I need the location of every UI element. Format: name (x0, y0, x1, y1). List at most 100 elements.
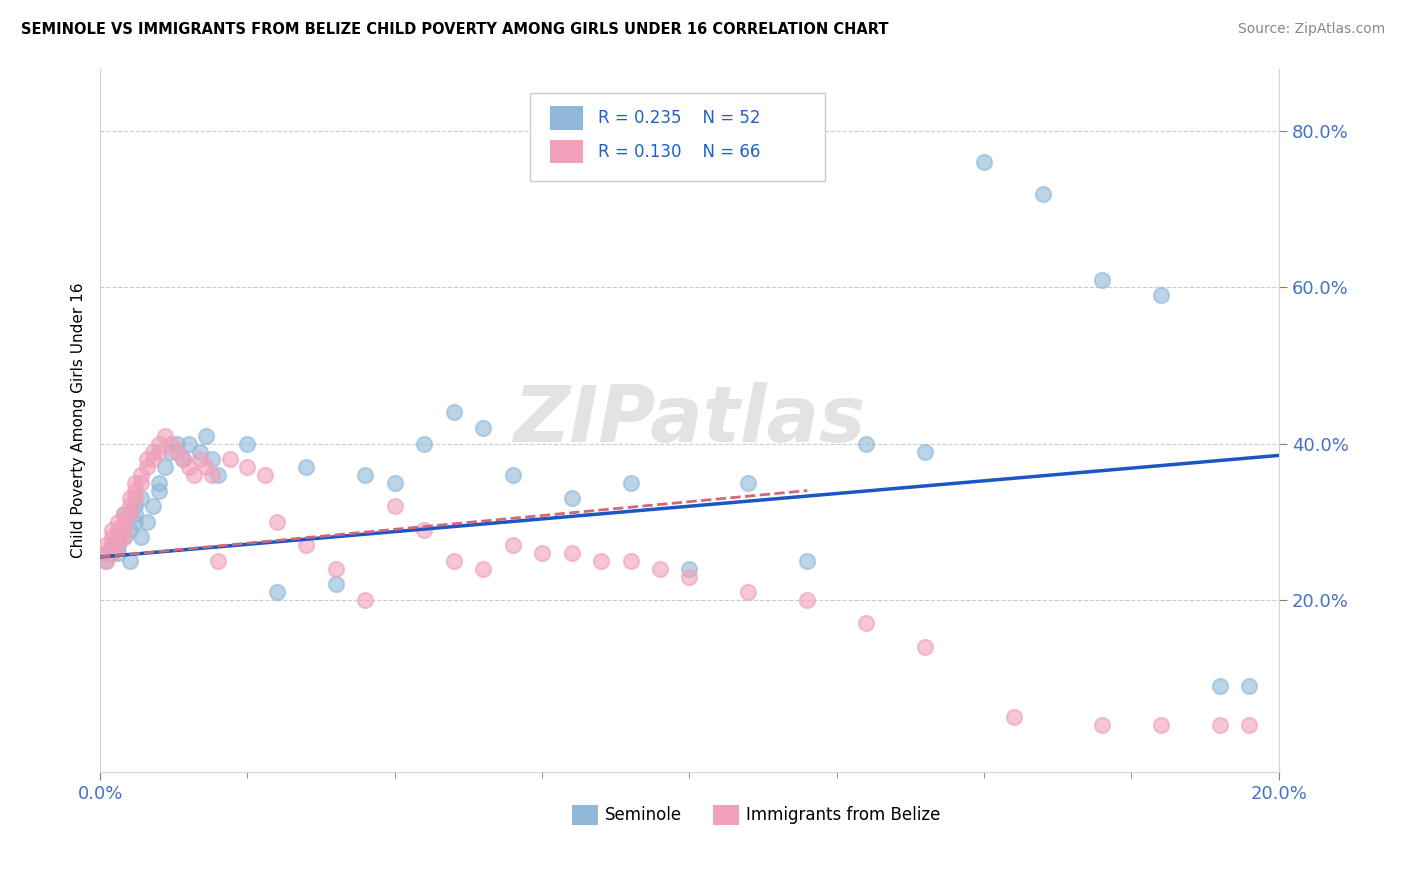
Point (1239, 718, 1261, 732)
Point (112, 531, 135, 545)
Point (648, 562, 671, 576)
Text: Seminole: Seminole (605, 805, 682, 824)
Point (443, 405, 465, 419)
Point (325, 562, 347, 576)
Point (443, 554, 465, 568)
Point (136, 460, 159, 475)
Point (160, 436, 183, 450)
Point (124, 475, 146, 490)
Point (295, 538, 318, 552)
Point (325, 577, 347, 591)
Point (413, 436, 436, 450)
Point (183, 467, 205, 482)
Point (136, 515, 159, 529)
Point (218, 452, 240, 467)
Point (678, 569, 700, 583)
Point (142, 452, 165, 467)
Text: Immigrants from Belize: Immigrants from Belize (747, 805, 941, 824)
Point (107, 531, 129, 545)
Point (796, 593, 818, 607)
Point (1150, 288, 1173, 302)
FancyBboxPatch shape (530, 93, 825, 181)
Point (118, 554, 141, 568)
Point (973, 155, 995, 169)
Point (236, 460, 259, 475)
Point (112, 531, 135, 545)
Point (107, 538, 129, 552)
Point (177, 436, 200, 450)
Point (148, 436, 170, 450)
Point (172, 452, 194, 467)
Point (101, 523, 124, 537)
Point (94, 546, 117, 560)
Point (124, 500, 146, 514)
Point (112, 507, 135, 521)
Point (148, 444, 170, 458)
Point (737, 475, 759, 490)
FancyBboxPatch shape (713, 805, 740, 825)
Point (107, 538, 129, 552)
Point (855, 436, 877, 450)
Point (201, 467, 224, 482)
Point (118, 500, 141, 514)
Point (796, 554, 818, 568)
Text: ZIPatlas: ZIPatlas (513, 383, 866, 458)
Point (855, 616, 877, 631)
Point (188, 444, 211, 458)
Point (1150, 718, 1173, 732)
Point (166, 436, 188, 450)
Point (207, 554, 229, 568)
Point (131, 531, 153, 545)
Point (94, 554, 117, 568)
Point (589, 554, 612, 568)
Point (124, 507, 146, 521)
Point (177, 460, 200, 475)
Point (266, 585, 288, 599)
Point (94, 554, 117, 568)
Point (101, 546, 124, 560)
Point (107, 515, 129, 529)
Point (254, 467, 277, 482)
Point (107, 531, 129, 545)
Point (619, 475, 641, 490)
Point (166, 444, 188, 458)
Point (384, 500, 406, 514)
Point (561, 546, 583, 560)
Point (737, 585, 759, 599)
Point (172, 452, 194, 467)
Point (1032, 186, 1054, 201)
Point (188, 452, 211, 467)
Point (1091, 718, 1114, 732)
Point (94, 546, 117, 560)
Point (142, 500, 165, 514)
Point (195, 429, 218, 443)
Point (207, 467, 229, 482)
Text: SEMINOLE VS IMMIGRANTS FROM BELIZE CHILD POVERTY AMONG GIRLS UNDER 16 CORRELATIO: SEMINOLE VS IMMIGRANTS FROM BELIZE CHILD… (21, 22, 889, 37)
Point (914, 640, 936, 654)
Point (101, 538, 124, 552)
Point (354, 593, 377, 607)
Point (131, 467, 153, 482)
Point (112, 507, 135, 521)
Point (94, 538, 117, 552)
Y-axis label: Child Poverty Among Girls Under 16: Child Poverty Among Girls Under 16 (72, 283, 86, 558)
Point (502, 538, 524, 552)
Point (148, 483, 170, 498)
Point (1002, 710, 1025, 724)
Text: R = 0.130    N = 66: R = 0.130 N = 66 (598, 143, 759, 161)
Point (266, 515, 288, 529)
Point (112, 515, 135, 529)
Point (142, 444, 165, 458)
Point (295, 460, 318, 475)
Point (107, 546, 129, 560)
Point (153, 429, 176, 443)
Text: Source: ZipAtlas.com: Source: ZipAtlas.com (1237, 22, 1385, 37)
Point (561, 491, 583, 506)
FancyBboxPatch shape (572, 805, 598, 825)
Point (148, 475, 170, 490)
Point (118, 523, 141, 537)
Point (531, 546, 554, 560)
Point (354, 467, 377, 482)
Point (112, 523, 135, 537)
Point (236, 436, 259, 450)
